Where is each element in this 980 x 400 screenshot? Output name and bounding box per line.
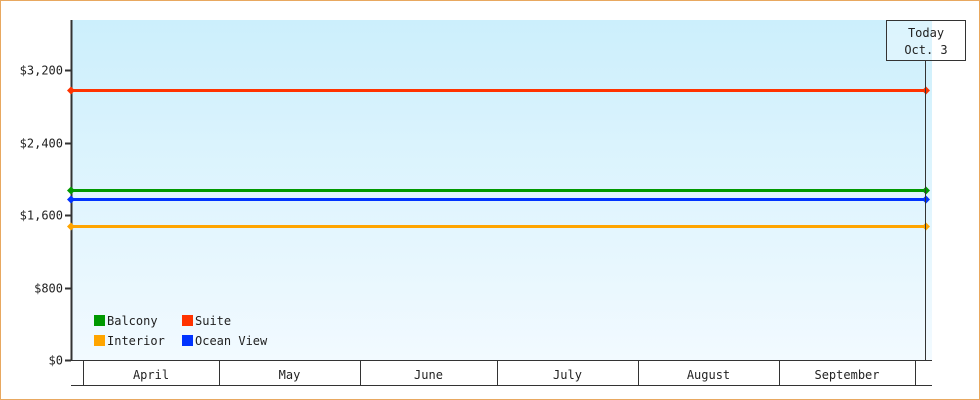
y-tick-label: $800 bbox=[34, 282, 63, 296]
x-axis: April May June July August September bbox=[71, 360, 932, 386]
today-label: Today bbox=[908, 26, 944, 40]
legend-item[interactable]: Interior bbox=[94, 334, 165, 348]
legend-label: Ocean View bbox=[195, 334, 268, 348]
legend-swatch bbox=[94, 315, 105, 326]
series-group bbox=[67, 86, 930, 231]
y-tick-label: $2,400 bbox=[20, 137, 63, 151]
series-ocean-view bbox=[67, 195, 930, 204]
y-tick-label: $0 bbox=[49, 354, 63, 368]
data-point[interactable] bbox=[67, 186, 75, 195]
data-point[interactable] bbox=[67, 86, 75, 95]
y-axis: $0 $800 $1,600 $2,400 $3,200 bbox=[20, 20, 73, 368]
legend-swatch bbox=[182, 315, 193, 326]
today-marker: Today Oct. 3 bbox=[886, 20, 966, 360]
legend-swatch bbox=[94, 335, 105, 346]
legend-label: Suite bbox=[195, 314, 231, 328]
month-label: July bbox=[553, 368, 582, 382]
legend: Balcony Suite Interior Ocean View bbox=[94, 314, 268, 348]
y-tick-label: $3,200 bbox=[20, 64, 63, 78]
month-label: April bbox=[133, 368, 169, 382]
month-label: September bbox=[814, 368, 879, 382]
data-point[interactable] bbox=[67, 222, 75, 231]
legend-item[interactable]: Suite bbox=[182, 314, 231, 328]
today-box bbox=[886, 20, 966, 61]
legend-label: Interior bbox=[107, 334, 165, 348]
legend-swatch bbox=[182, 335, 193, 346]
legend-item[interactable]: Ocean View bbox=[182, 334, 268, 348]
month-label: June bbox=[414, 368, 443, 382]
legend-item[interactable]: Balcony bbox=[94, 314, 158, 328]
series-balcony bbox=[67, 186, 930, 195]
month-label: August bbox=[687, 368, 730, 382]
today-date: Oct. 3 bbox=[904, 43, 947, 57]
legend-label: Balcony bbox=[107, 314, 158, 328]
month-label: May bbox=[279, 368, 301, 382]
y-tick-label: $1,600 bbox=[20, 209, 63, 223]
data-point[interactable] bbox=[67, 195, 75, 204]
